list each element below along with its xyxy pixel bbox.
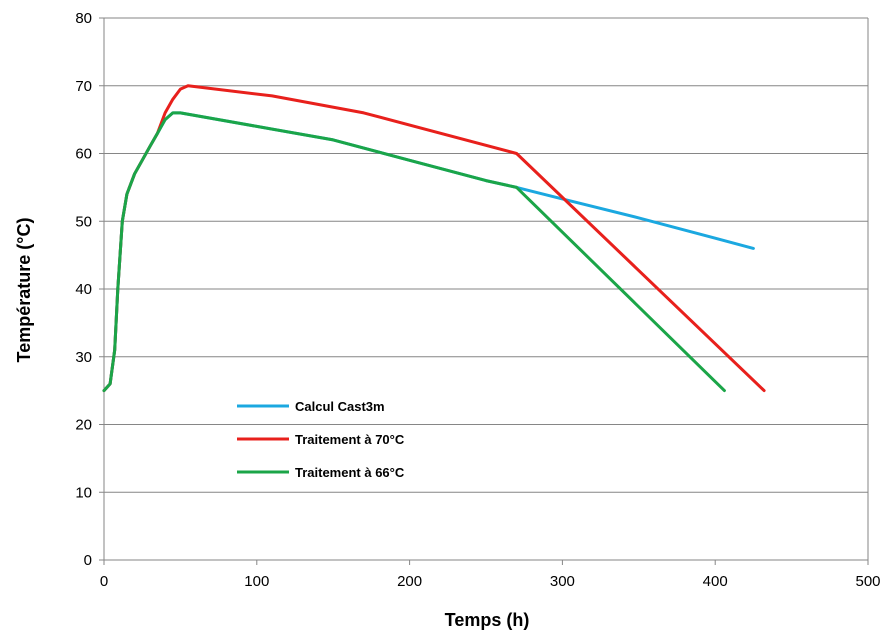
y-tick-label: 50 bbox=[75, 213, 92, 230]
y-tick-label: 0 bbox=[84, 552, 92, 569]
x-tick-label: 300 bbox=[550, 573, 575, 590]
y-tick-label: 20 bbox=[75, 417, 92, 434]
y-tick-label: 30 bbox=[75, 349, 92, 366]
legend-label: Traitement à 66°C bbox=[295, 465, 405, 480]
y-axis-title: Température (°C) bbox=[14, 218, 34, 363]
series-lines bbox=[102, 84, 766, 393]
x-tick-label: 100 bbox=[244, 573, 269, 590]
legend: Calcul Cast3m Traitement à 70°C Traitement… bbox=[237, 399, 405, 480]
legend-label: Traitement à 70°C bbox=[295, 432, 405, 447]
x-tick-label: 0 bbox=[100, 573, 108, 590]
y-tick-label: 80 bbox=[75, 10, 92, 27]
series-line-3 bbox=[102, 111, 726, 393]
axes bbox=[99, 17, 869, 565]
y-tick-label: 70 bbox=[75, 78, 92, 95]
x-tick-label: 500 bbox=[855, 573, 880, 590]
y-tick-label: 60 bbox=[75, 146, 92, 163]
x-tick-label: 200 bbox=[397, 573, 422, 590]
y-tick-label: 10 bbox=[75, 484, 92, 501]
legend-label: Calcul Cast3m bbox=[295, 399, 385, 414]
x-tick-label: 400 bbox=[703, 573, 728, 590]
gridlines bbox=[104, 17, 869, 560]
x-axis-title: Temps (h) bbox=[445, 610, 530, 630]
y-tick-label: 40 bbox=[75, 281, 92, 298]
tick-labels: 0 10 20 30 40 50 60 70 80 0 100 200 300 400 500 bbox=[75, 10, 880, 590]
